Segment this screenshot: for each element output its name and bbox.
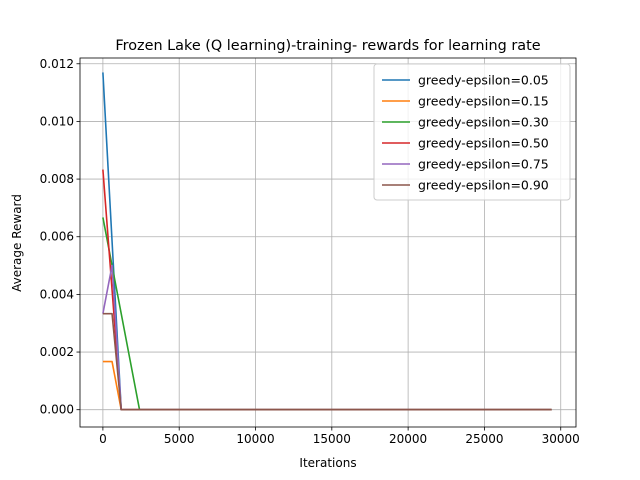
x-tick-label: 5000	[164, 432, 195, 446]
x-tick-label: 15000	[313, 432, 351, 446]
ticks: 0 5000 10000 15000 20000 25000 30000 0.000 0.002…	[40, 57, 580, 446]
legend-label: greedy-epsilon=0.05	[418, 73, 549, 88]
x-tick-label: 0	[99, 432, 107, 446]
y-tick-label: 0.008	[40, 172, 74, 186]
legend-label: greedy-epsilon=0.75	[418, 157, 549, 172]
axes	[79, 57, 577, 428]
x-tick-label: 25000	[465, 432, 503, 446]
y-tick-label: 0.012	[40, 57, 74, 71]
y-tick-label: 0.004	[40, 287, 74, 301]
legend-label: greedy-epsilon=0.90	[418, 178, 549, 193]
y-axis-label: Average Reward	[10, 194, 24, 292]
x-tick-label: 30000	[542, 432, 580, 446]
x-tick-label: 10000	[236, 432, 274, 446]
y-tick-label: 0.010	[40, 114, 74, 128]
legend: greedy-epsilon=0.05 greedy-epsilon=0.15 gr…	[373, 63, 571, 201]
x-axis-label: Iterations	[299, 456, 356, 470]
chart-title: Frozen Lake (Q learning)-training- rewar…	[115, 38, 540, 54]
y-tick-label: 0.000	[40, 403, 74, 417]
legend-box	[373, 63, 571, 201]
legend-label: greedy-epsilon=0.30	[418, 115, 549, 130]
y-tick-label: 0.002	[40, 345, 74, 359]
series-line-5	[102, 312, 552, 411]
legend-label: greedy-epsilon=0.50	[418, 136, 549, 151]
x-tick-label: 20000	[389, 432, 427, 446]
axes-frame	[79, 57, 577, 428]
series-lines	[102, 72, 552, 411]
y-tick-label: 0.006	[40, 230, 74, 244]
legend-label: greedy-epsilon=0.15	[418, 94, 549, 109]
